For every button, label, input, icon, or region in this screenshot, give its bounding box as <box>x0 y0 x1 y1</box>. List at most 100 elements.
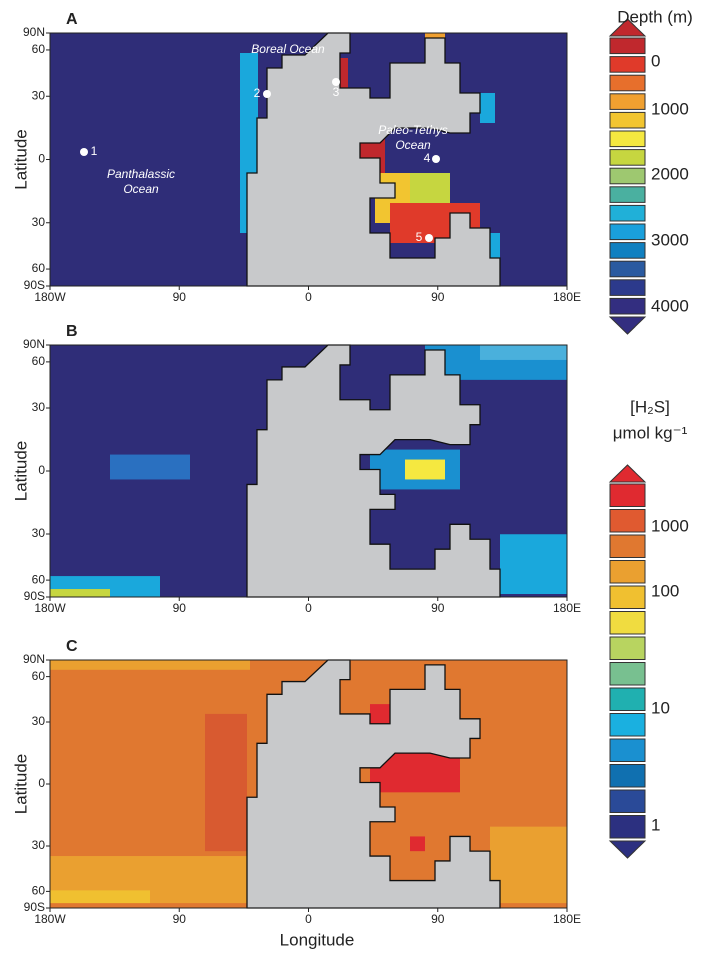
lat-tick-label: 30 <box>32 714 46 728</box>
site-label: 5 <box>416 230 423 244</box>
shelf-patch <box>110 454 190 480</box>
depth-colorbar-block <box>609 56 646 73</box>
h2s-colorbar-block <box>609 815 646 839</box>
depth-colorbar-block <box>609 74 646 92</box>
y-axis-label: Latitude <box>11 441 30 502</box>
depth-colorbar-arrow <box>608 316 647 335</box>
h2s-colorbar-block <box>609 560 646 584</box>
site-label: 2 <box>254 86 261 100</box>
h2s-scale-title: [H₂S] <box>630 397 670 416</box>
depth-scale-label: 3000 <box>651 230 689 249</box>
depth-colorbar-arrow <box>608 18 647 37</box>
lon-tick-label: 0 <box>305 290 312 304</box>
depth-colorbar-block <box>609 149 646 166</box>
lon-tick-label: 90 <box>173 290 187 304</box>
lat-tick-label: 90S <box>24 900 45 914</box>
shelf-patch <box>490 826 567 904</box>
depth-scale-title: Depth (m) <box>617 7 693 26</box>
depth-colorbar-block <box>609 167 646 185</box>
depth-colorbar-block <box>609 93 646 110</box>
panel-letter: C <box>66 638 78 655</box>
site-marker <box>425 234 433 242</box>
h2s-colorbar-block <box>609 687 646 711</box>
depth-scale-label: 0 <box>651 51 660 70</box>
h2s-colorbar-block <box>609 585 646 609</box>
site-marker <box>80 148 88 156</box>
continent <box>246 659 501 909</box>
lon-tick-label: 90 <box>431 601 445 615</box>
lon-tick-label: 90 <box>173 912 187 926</box>
map-panel <box>49 32 568 287</box>
lon-tick-label: 180E <box>553 601 581 615</box>
h2s-scale-unit: μmol kg⁻¹ <box>613 423 688 442</box>
lon-tick-label: 0 <box>305 912 312 926</box>
lat-tick-label: 60 <box>32 669 46 683</box>
x-axis-label: Longitude <box>280 930 355 949</box>
shelf-patch <box>480 93 495 123</box>
shelf-patch <box>410 836 425 852</box>
lon-tick-label: 90 <box>431 290 445 304</box>
depth-colorbar-block <box>609 37 646 55</box>
lon-tick-label: 0 <box>305 601 312 615</box>
h2s-colorbar-block <box>609 636 646 660</box>
depth-colorbar-block <box>609 279 646 296</box>
shelf-patch <box>50 660 250 670</box>
site-label: 1 <box>91 144 98 158</box>
shelf-patch <box>50 589 110 597</box>
lat-tick-label: 90N <box>23 652 45 666</box>
h2s-colorbar-block <box>609 534 646 558</box>
lat-tick-label: 0 <box>38 776 45 790</box>
lon-tick-label: 180W <box>34 601 66 615</box>
lat-tick-label: 60 <box>32 354 46 368</box>
lat-tick-label: 90N <box>23 25 45 39</box>
site-marker <box>263 90 271 98</box>
lon-tick-label: 180W <box>34 290 66 304</box>
h2s-colorbar-block <box>609 662 646 686</box>
site-marker <box>332 78 340 86</box>
h2s-colorbar-block <box>609 764 646 788</box>
map-panel <box>49 344 568 598</box>
lat-tick-label: 0 <box>38 152 45 166</box>
panel-letter: B <box>66 323 78 340</box>
annotation: Boreal Ocean <box>251 42 325 56</box>
depth-colorbar-block <box>609 111 646 129</box>
y-axis-label: Latitude <box>11 129 30 190</box>
h2s-scale-label: 1000 <box>651 516 689 535</box>
h2s-colorbar-arrow <box>608 464 647 483</box>
annotation: Ocean <box>123 182 159 196</box>
h2s-scale-label: 1 <box>651 815 660 834</box>
lat-tick-label: 90S <box>24 589 45 603</box>
shelf-patch <box>480 345 567 360</box>
depth-colorbar-block <box>609 130 646 148</box>
lat-tick-label: 60 <box>32 884 46 898</box>
lon-tick-label: 180W <box>34 912 66 926</box>
shelf-patch <box>500 534 567 595</box>
h2s-colorbar-arrow <box>608 840 647 859</box>
h2s-colorbar-block <box>609 789 646 813</box>
lat-tick-label: 90S <box>24 278 45 292</box>
depth-colorbar-block <box>609 223 646 241</box>
lon-tick-label: 90 <box>431 912 445 926</box>
depth-scale-label: 1000 <box>651 99 689 118</box>
annotation: Panthalassic <box>107 167 175 181</box>
lat-tick-label: 90N <box>23 337 45 351</box>
lat-tick-label: 60 <box>32 261 46 275</box>
lon-tick-label: 90 <box>173 601 187 615</box>
h2s-scale-label: 10 <box>651 698 670 717</box>
site-marker <box>432 155 440 163</box>
lat-tick-label: 60 <box>32 572 46 586</box>
h2s-colorbar-block <box>609 738 646 762</box>
lon-tick-label: 180E <box>553 912 581 926</box>
site-label: 3 <box>333 85 340 99</box>
depth-colorbar-block <box>609 260 646 278</box>
map-panel <box>49 659 568 909</box>
shelf-patch <box>430 816 470 829</box>
y-axis-label: Latitude <box>11 754 30 815</box>
lat-tick-label: 30 <box>32 215 46 229</box>
shelf-patch <box>50 890 150 904</box>
continent <box>246 344 501 598</box>
lon-tick-label: 180E <box>553 290 581 304</box>
lat-tick-label: 30 <box>32 526 46 540</box>
panel-letter: A <box>66 11 78 28</box>
